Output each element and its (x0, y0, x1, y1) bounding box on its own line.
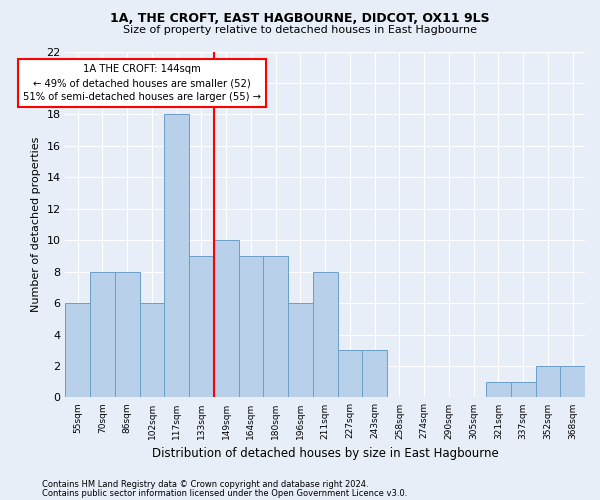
Bar (239, 256, 263, 398)
Text: Contains public sector information licensed under the Open Government Licence v3: Contains public sector information licen… (42, 488, 407, 498)
Y-axis label: Number of detached properties: Number of detached properties (31, 137, 41, 312)
Bar (486, 382, 511, 398)
Bar (214, 240, 239, 398)
Bar (115, 272, 140, 398)
Bar (511, 382, 536, 398)
Bar (90, 272, 115, 398)
Bar (362, 350, 387, 398)
Bar (313, 272, 338, 398)
Text: Size of property relative to detached houses in East Hagbourne: Size of property relative to detached ho… (123, 25, 477, 35)
Text: Contains HM Land Registry data © Crown copyright and database right 2024.: Contains HM Land Registry data © Crown c… (42, 480, 368, 489)
Text: 1A THE CROFT: 144sqm
← 49% of detached houses are smaller (52)
51% of semi-detac: 1A THE CROFT: 144sqm ← 49% of detached h… (23, 64, 261, 102)
Bar (140, 303, 164, 398)
Bar (164, 114, 189, 398)
Bar (536, 366, 560, 398)
Bar (263, 256, 288, 398)
Bar (189, 256, 214, 398)
Bar (65, 303, 90, 398)
Bar (560, 366, 585, 398)
Bar (288, 303, 313, 398)
Text: 1A, THE CROFT, EAST HAGBOURNE, DIDCOT, OX11 9LS: 1A, THE CROFT, EAST HAGBOURNE, DIDCOT, O… (110, 12, 490, 26)
Bar (338, 350, 362, 398)
X-axis label: Distribution of detached houses by size in East Hagbourne: Distribution of detached houses by size … (152, 447, 499, 460)
